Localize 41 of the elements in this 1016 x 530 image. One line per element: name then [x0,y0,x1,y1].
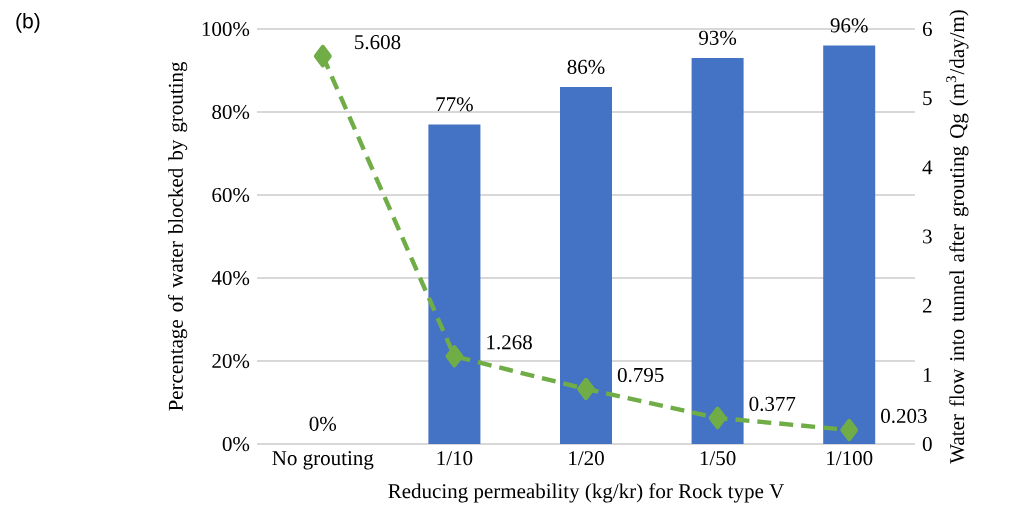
y-tick-label: 0% [222,436,250,452]
data-label: 86% [567,59,605,75]
x-tick-label: No grouting [272,451,374,470]
point [445,345,464,368]
x-tick-label: 1/100 [827,451,873,466]
y-tick-label: 20% [212,353,250,369]
x-tick-label: 1/20 [569,451,604,466]
y2-tick-label: 2 [922,298,932,313]
bar [823,45,876,444]
data-label: 0.203 [881,408,927,424]
bar [691,58,744,444]
y2-tick-label: 4 [922,160,933,175]
data-label: 93% [699,30,737,45]
y-axis-title: Percentage of water blocked by grouting [167,61,188,411]
point [840,418,859,442]
y2-tick-label: 5 [923,91,932,106]
point [577,377,595,401]
data-label: 1.268 [487,335,532,350]
data-label: 0.377 [749,396,796,412]
data-label: 0% [309,416,337,431]
y2-tick-label: 1 [923,367,932,382]
text: (b) [16,13,40,33]
bar [428,124,481,444]
data-label: 77% [436,97,473,112]
data-label: 5.608 [355,34,401,50]
y-tick-label: 60% [212,187,250,203]
y2-tick-label: 0 [922,436,932,452]
y-tick-label: 80% [212,104,250,120]
data-label: 96% [830,18,868,33]
point [708,406,727,430]
y2-tick-label: 3 [923,229,932,244]
y2-axis-title: Water flow into tunnel after grouting Qg (m$^{3}$/day/m) [946,10,969,464]
x-tick-label: 1/50 [700,451,736,466]
bar [560,87,613,444]
y-tick-label: 40% [211,270,250,286]
y-tick-label: 100% [202,21,250,37]
y2-tick-label: 6 [922,21,932,37]
x-tick-label: 1/10 [437,451,473,466]
x-axis-title: Reducing permeability (kg/kr) for Rock type V [388,483,785,503]
point [313,44,332,68]
data-label: 0.795 [617,367,664,383]
